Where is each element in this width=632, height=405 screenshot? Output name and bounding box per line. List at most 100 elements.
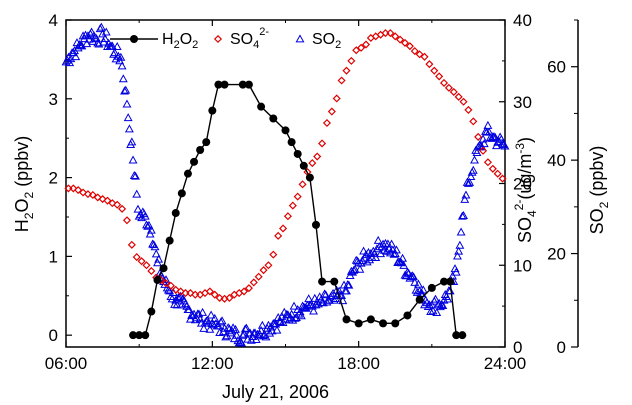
h2o2-point <box>208 106 217 115</box>
h2o2-point <box>354 319 363 328</box>
h2o2-point <box>214 80 223 89</box>
so2-point <box>378 239 388 248</box>
h2o2-point <box>129 331 138 340</box>
so2-point <box>267 326 277 335</box>
so2-point <box>217 316 227 325</box>
legend-h2o2-label: H2O2 <box>162 31 198 51</box>
so2-point <box>461 190 471 199</box>
so4-point <box>420 52 429 61</box>
so2-point <box>137 213 147 222</box>
so2-point <box>100 34 110 43</box>
so4-point <box>439 78 449 87</box>
h2o2-point <box>177 189 186 198</box>
so4-point <box>249 278 258 287</box>
so4-point <box>342 66 351 75</box>
h2o2-point <box>281 126 290 135</box>
so2-point <box>70 46 79 55</box>
so4-point <box>498 174 507 183</box>
so2-point <box>116 52 126 61</box>
so4-point <box>322 118 332 128</box>
x-tick-label: 18:00 <box>337 354 380 373</box>
so2-point <box>192 313 201 322</box>
h2o2-point <box>171 209 180 218</box>
so2-point <box>389 249 399 258</box>
so2-point <box>205 324 215 333</box>
so2-point <box>463 178 473 187</box>
so2-point <box>235 337 245 346</box>
so2-point <box>359 246 368 255</box>
so2-point <box>163 285 173 294</box>
h2o2-line <box>133 83 463 336</box>
so4-point <box>98 194 107 204</box>
so2-point <box>346 266 356 275</box>
h2o2-axis-title: H2O2 (ppbv) <box>12 136 36 232</box>
so2-point <box>287 309 297 318</box>
so2-point <box>457 211 467 220</box>
so2-point <box>87 27 97 36</box>
so2-point <box>117 61 127 70</box>
so4-point <box>327 107 336 116</box>
so2-axis: 0 20 40 60 <box>547 19 579 357</box>
so4-point <box>313 152 322 161</box>
so4-point <box>444 83 453 92</box>
so2-point <box>257 320 267 329</box>
so4-tick-label: 40 <box>513 11 532 30</box>
so2-point <box>407 271 417 280</box>
so4-point <box>137 257 146 266</box>
so2-point <box>82 39 92 48</box>
so2-point <box>392 245 401 254</box>
so4-point <box>493 169 502 178</box>
h2o2-tick-label: 0 <box>49 326 58 345</box>
so2-point <box>313 299 323 308</box>
so2-point <box>65 58 75 67</box>
so2-point <box>373 235 383 244</box>
so2-point <box>382 246 392 255</box>
so2-point <box>112 41 122 51</box>
so2-point <box>167 294 177 303</box>
so2-tick-label: 20 <box>547 245 566 264</box>
so4-point <box>357 43 366 52</box>
h2o2-point <box>220 80 229 89</box>
so2-point <box>223 323 233 332</box>
h2o2-point <box>147 307 156 316</box>
so2-point <box>500 141 510 150</box>
so4-point <box>337 76 346 85</box>
so2-point <box>239 329 249 338</box>
so2-point <box>101 27 111 36</box>
so2-point <box>173 293 183 302</box>
so2-point <box>174 292 184 301</box>
so2-point <box>304 294 314 303</box>
so2-point <box>290 313 300 322</box>
so4-point <box>88 190 97 199</box>
so2-point <box>124 124 134 133</box>
so4-point <box>176 287 185 296</box>
so2-point <box>399 260 409 269</box>
h2o2-tick-label: 3 <box>49 90 58 109</box>
so4-point <box>361 40 371 49</box>
h2o2-point <box>238 80 247 89</box>
so2-point <box>476 141 486 150</box>
so4-point <box>410 47 419 56</box>
so2-point <box>150 242 160 251</box>
so4-tick-label: 20 <box>513 175 532 194</box>
h2o2-tick-label: 2 <box>49 169 58 188</box>
h2o2-point <box>379 319 388 328</box>
so2-point <box>460 194 470 203</box>
so4-point <box>318 139 327 148</box>
so4-point <box>425 60 434 69</box>
so2-point <box>209 320 219 329</box>
so4-point <box>69 184 78 193</box>
so4-tick-label: 10 <box>513 256 532 275</box>
so4-point <box>469 117 478 126</box>
x-tick-label: 24:00 <box>484 354 527 373</box>
so4-point <box>215 293 224 302</box>
so2-point <box>120 86 129 95</box>
so2-point <box>470 155 479 164</box>
so4-point <box>332 94 341 103</box>
h2o2-point <box>391 319 400 328</box>
so2-point <box>146 225 156 234</box>
so4-point <box>113 200 122 209</box>
so4-point <box>347 56 356 65</box>
h2o2-point <box>165 236 174 245</box>
